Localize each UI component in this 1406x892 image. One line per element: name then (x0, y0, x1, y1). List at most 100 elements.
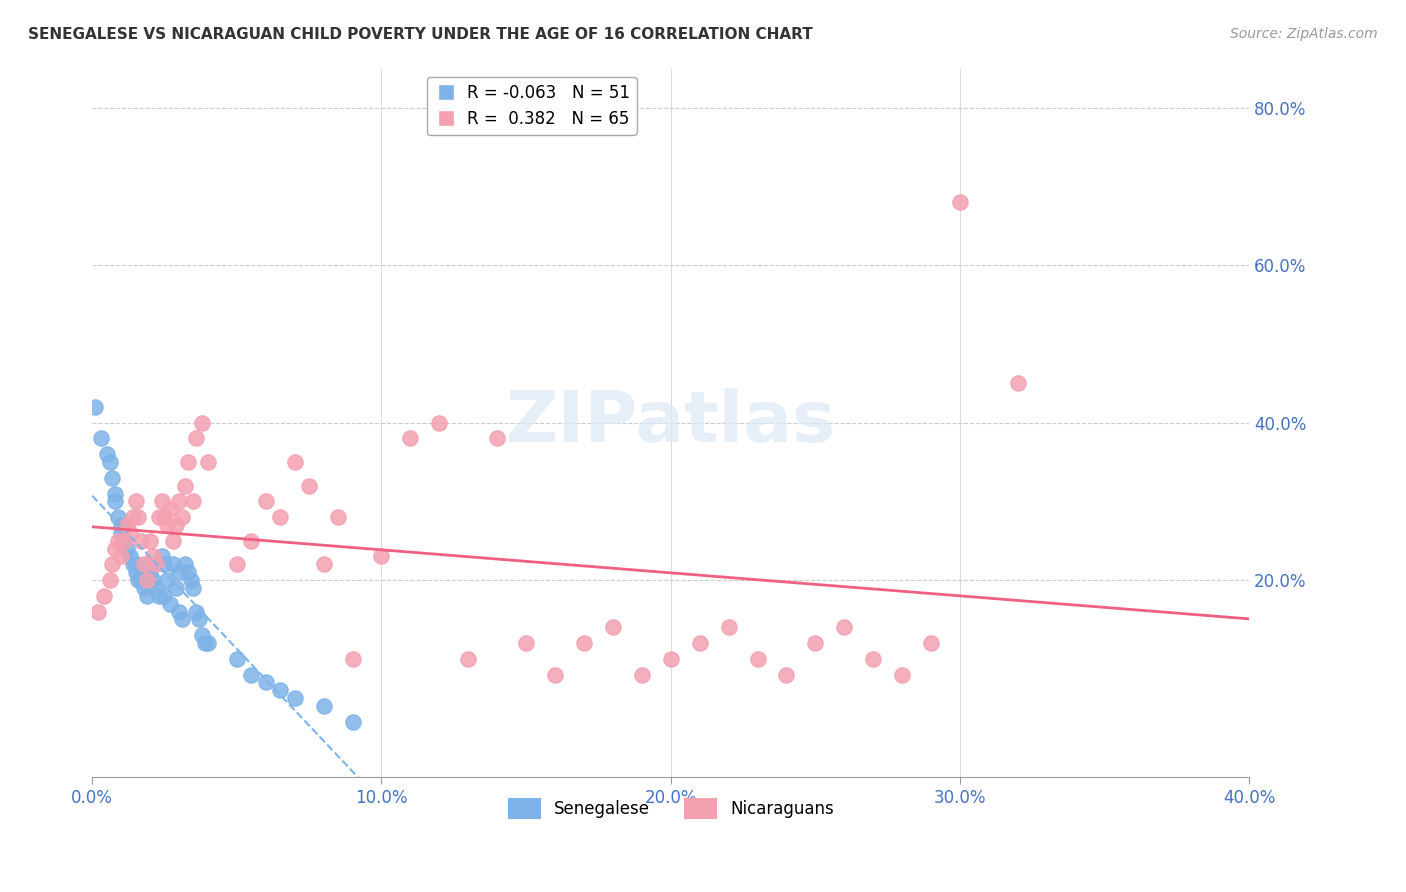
Point (110, 525, 132, 540)
Point (136, 589, 159, 603)
Point (170, 612, 193, 626)
Point (173, 558, 195, 572)
Point (862, 652, 884, 666)
Point (173, 478, 195, 492)
Point (342, 714, 364, 729)
Point (689, 636, 711, 650)
Point (183, 494, 205, 508)
Point (145, 558, 167, 572)
Point (457, 652, 479, 666)
Point (104, 486, 127, 500)
Point (165, 581, 187, 595)
Point (183, 581, 205, 595)
Point (188, 612, 211, 626)
Point (486, 432, 509, 446)
Point (225, 652, 247, 666)
Point (110, 518, 132, 533)
Point (127, 573, 149, 587)
Point (342, 652, 364, 666)
Point (269, 683, 291, 698)
Point (84, 400, 107, 414)
Point (194, 636, 217, 650)
Point (162, 533, 184, 548)
Point (167, 605, 190, 619)
Point (544, 667, 567, 681)
Point (121, 558, 143, 572)
Point (101, 471, 124, 485)
Point (240, 667, 263, 681)
Point (156, 573, 179, 587)
Point (197, 636, 219, 650)
Point (112, 533, 135, 548)
Point (104, 541, 127, 556)
Point (134, 558, 156, 572)
Point (399, 432, 422, 446)
Point (127, 510, 149, 524)
Point (370, 549, 392, 564)
Point (269, 510, 291, 524)
Point (284, 691, 307, 706)
Point (153, 510, 176, 524)
Point (142, 549, 165, 564)
Point (197, 455, 219, 469)
Point (131, 533, 153, 548)
Point (804, 636, 827, 650)
Point (165, 518, 187, 533)
Point (110, 549, 132, 564)
Point (150, 494, 173, 508)
Point (167, 494, 190, 508)
Point (176, 566, 198, 580)
Point (115, 518, 138, 533)
Point (107, 533, 129, 548)
Point (186, 432, 208, 446)
Point (176, 455, 198, 469)
Point (920, 636, 942, 650)
Point (170, 510, 193, 524)
Point (159, 502, 181, 516)
Point (104, 494, 127, 508)
Text: SENEGALESE VS NICARAGUAN CHILD POVERTY UNDER THE AGE OF 16 CORRELATION CHART: SENEGALESE VS NICARAGUAN CHILD POVERTY U… (28, 27, 813, 42)
Point (240, 533, 263, 548)
Point (107, 510, 129, 524)
Point (148, 510, 170, 524)
Point (112, 533, 135, 548)
Point (949, 195, 972, 210)
Point (167, 566, 190, 580)
Legend: Senegalese, Nicaraguans: Senegalese, Nicaraguans (501, 791, 841, 825)
Point (1007, 376, 1029, 391)
Point (124, 558, 146, 572)
Point (284, 455, 307, 469)
Point (298, 478, 321, 492)
Point (145, 581, 167, 595)
Point (93, 589, 115, 603)
Point (96, 447, 118, 461)
Point (162, 558, 184, 572)
Point (630, 667, 652, 681)
Point (148, 589, 170, 603)
Point (98, 573, 121, 587)
Point (186, 605, 208, 619)
Point (891, 667, 914, 681)
Point (153, 589, 176, 603)
Point (142, 573, 165, 587)
Point (131, 573, 153, 587)
Point (572, 636, 595, 650)
Point (118, 549, 141, 564)
Point (427, 416, 450, 430)
Point (118, 525, 141, 540)
Point (121, 510, 143, 524)
Point (191, 628, 214, 642)
Point (136, 573, 159, 587)
Point (312, 699, 335, 714)
Point (90, 432, 112, 446)
Point (150, 549, 173, 564)
Text: Source: ZipAtlas.com: Source: ZipAtlas.com (1230, 27, 1378, 41)
Point (87, 605, 110, 619)
Point (254, 675, 277, 690)
Point (659, 652, 682, 666)
Text: ZIPatlas: ZIPatlas (506, 388, 835, 458)
Point (717, 620, 740, 634)
Point (124, 494, 146, 508)
Point (775, 667, 797, 681)
Point (134, 581, 156, 595)
